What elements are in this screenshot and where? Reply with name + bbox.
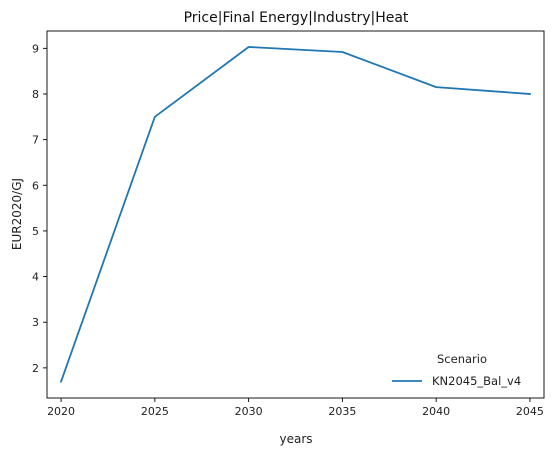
x-tick-label: 2040 — [422, 405, 450, 418]
x-tick-label: 2045 — [516, 405, 544, 418]
x-axis-title: years — [279, 432, 312, 446]
x-tick-label: 2030 — [235, 405, 263, 418]
x-axis: 2020 2025 2030 2035 2040 2045 — [47, 398, 544, 418]
y-tick-label: 4 — [32, 271, 39, 284]
y-tick-label: 7 — [32, 134, 39, 147]
plot-area — [46, 30, 545, 399]
legend-title: Scenario — [437, 352, 487, 366]
y-tick-label: 3 — [32, 316, 39, 329]
y-tick-label: 9 — [32, 42, 39, 55]
y-tick-label: 2 — [32, 362, 39, 375]
x-tick-label: 2020 — [47, 405, 75, 418]
y-tick-label: 6 — [32, 179, 39, 192]
y-tick-label: 8 — [32, 88, 39, 101]
y-axis: 2 3 4 5 6 7 8 9 — [32, 42, 47, 375]
y-axis-title: EUR2020/GJ — [10, 178, 24, 250]
legend: Scenario KN2045_Bal_v4 — [392, 352, 521, 388]
series-line-0 — [59, 46, 531, 383]
x-tick-label: 2025 — [141, 405, 169, 418]
x-tick-label: 2035 — [328, 405, 356, 418]
y-tick-label: 5 — [32, 225, 39, 238]
chart-title: Price|Final Energy|Industry|Heat — [184, 10, 409, 26]
series-layer — [59, 46, 531, 383]
legend-label: KN2045_Bal_v4 — [432, 374, 521, 388]
